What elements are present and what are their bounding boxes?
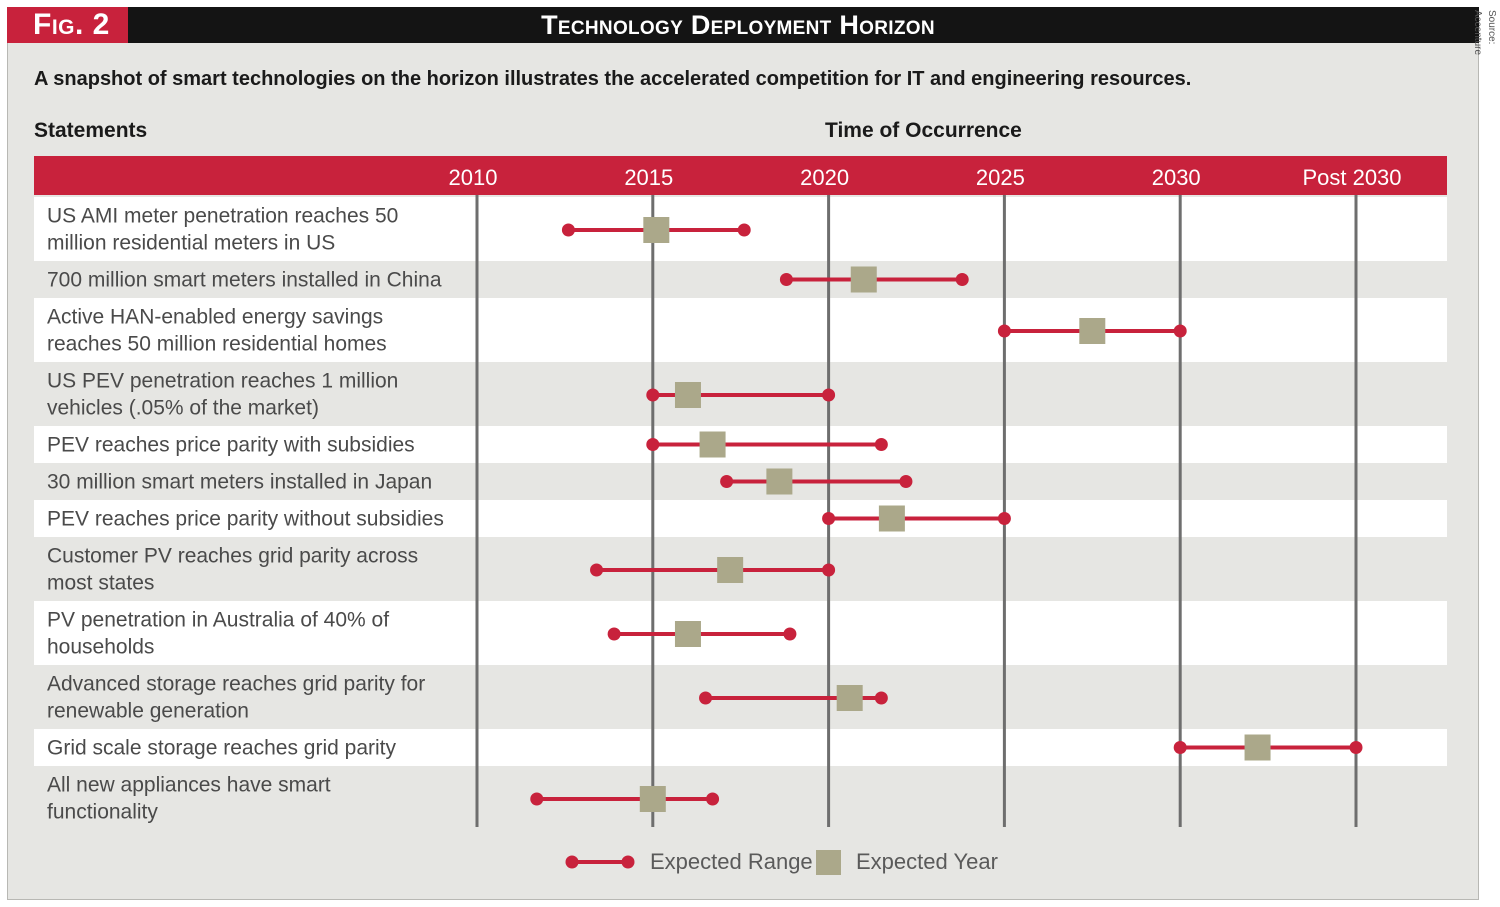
range-marks: [530, 217, 1363, 812]
statement-label: US AMI meter penetration reaches 50: [47, 205, 398, 228]
x-tick-label: 2015: [624, 165, 673, 190]
statement-label: Advanced storage reaches grid parity for: [47, 673, 425, 696]
expected-year-marker: [643, 217, 670, 243]
statement-label: Grid scale storage reaches grid parity: [47, 737, 396, 760]
row-band: [34, 500, 1447, 537]
statement-label: 30 million smart meters installed in Jap…: [47, 471, 432, 494]
chart-title: Technology Deployment Horizon: [541, 10, 935, 40]
legend-range-label: Expected Range: [650, 849, 813, 874]
statement-label: renewable generation: [47, 700, 249, 723]
expected-year-marker: [717, 557, 744, 583]
range-end-dot: [874, 438, 888, 451]
expected-year-marker: [836, 685, 863, 711]
statements-column-header: Statements: [34, 119, 148, 142]
legend-year-label: Expected Year: [856, 849, 998, 874]
range-start-dot: [646, 388, 660, 402]
range-end-dot: [822, 388, 836, 402]
statement-label: Active HAN-enabled energy savings: [47, 306, 383, 329]
expected-year-marker: [1244, 734, 1271, 761]
range-start-dot: [1173, 741, 1187, 754]
expected-year-marker: [639, 786, 666, 812]
range-end-dot: [874, 691, 888, 705]
range-start-dot: [779, 273, 793, 286]
range-start-dot: [720, 475, 734, 488]
source-credit: Source: Accenture: [1472, 10, 1497, 56]
range-start-dot: [822, 512, 836, 525]
statement-label: PV penetration in Australia of 40% of: [47, 609, 389, 632]
range-end-dot: [997, 512, 1011, 525]
range-end-dot: [737, 223, 751, 237]
range-start-dot: [530, 792, 544, 806]
range-end-dot: [822, 563, 836, 577]
x-tick-label: 2030: [1152, 165, 1201, 190]
statement-label: vehicles (.05% of the market): [47, 397, 319, 420]
statement-label: 700 million smart meters installed in Ch…: [47, 269, 442, 292]
range-end-dot: [1349, 741, 1363, 754]
statement-label: functionality: [47, 801, 158, 824]
year-tick-labels: 2010 2015 2020 2025 2030 Post 2030: [449, 165, 1402, 190]
statement-label: million residential meters in US: [47, 232, 335, 255]
statement-label: PEV reaches price parity without subsidi…: [47, 508, 444, 531]
range-start-dot: [607, 627, 621, 641]
row-band: [34, 298, 1447, 362]
legend-year-square: [816, 850, 841, 875]
gridlines: [475, 195, 1358, 827]
year-axis-bar: [34, 156, 1447, 195]
expected-year-marker: [674, 621, 701, 647]
range-end-dot: [955, 273, 969, 286]
expected-year-marker: [1079, 318, 1106, 344]
range-end-dot: [783, 627, 797, 641]
statement-label: most states: [47, 572, 154, 595]
range-end-dot: [1173, 324, 1187, 338]
statement-labels: US AMI meter penetration reaches 50 milli…: [47, 205, 444, 824]
x-tick-label: 2025: [976, 165, 1025, 190]
legend-range-start-dot: [565, 855, 579, 869]
statement-label: US PEV penetration reaches 1 million: [47, 370, 398, 393]
range-start-dot: [561, 223, 575, 237]
statement-label: Customer PV reaches grid parity across: [47, 545, 418, 568]
chart-subtitle: A snapshot of smart technologies on the …: [34, 68, 1192, 90]
range-end-dot: [706, 792, 720, 806]
x-tick-label: Post 2030: [1302, 165, 1401, 190]
statement-label: households: [47, 636, 154, 659]
title-bar: [7, 7, 1479, 43]
legend-range-end-dot: [621, 855, 635, 869]
expected-year-marker: [878, 505, 905, 532]
statement-label: PEV reaches price parity with subsidies: [47, 434, 415, 457]
statement-label: All new appliances have smart: [47, 774, 331, 797]
expected-year-marker: [766, 468, 793, 495]
statement-label: reaches 50 million residential homes: [47, 333, 387, 356]
x-tick-label: 2010: [449, 165, 498, 190]
range-start-dot: [646, 438, 660, 451]
range-end-dot: [899, 475, 913, 488]
range-start-dot: [997, 324, 1011, 338]
figure-label: Fig. 2: [7, 7, 128, 43]
expected-year-marker: [699, 431, 726, 458]
range-start-dot: [590, 563, 604, 577]
range-start-dot: [699, 691, 713, 705]
time-column-header: Time of Occurrence: [825, 119, 1022, 142]
expected-year-marker: [850, 266, 877, 293]
x-tick-label: 2020: [800, 165, 849, 190]
expected-year-marker: [674, 382, 701, 408]
